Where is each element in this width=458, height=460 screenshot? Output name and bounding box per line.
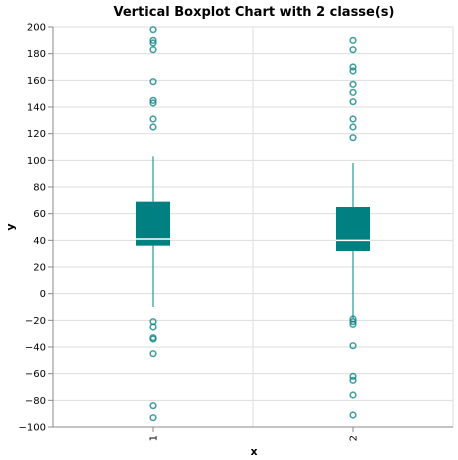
- outlier-point: [149, 96, 157, 104]
- outlier-point: [349, 318, 357, 326]
- outlier-point: [149, 350, 157, 358]
- outlier-point: [349, 88, 357, 96]
- box-group: [336, 36, 370, 419]
- outlier-point: [349, 320, 357, 328]
- outlier-point: [149, 46, 157, 54]
- outlier-point: [349, 134, 357, 142]
- y-tick-label: 160: [27, 76, 46, 87]
- outlier-point: [149, 78, 157, 86]
- y-tick-label: 20: [33, 263, 46, 274]
- outlier-point: [149, 123, 157, 131]
- outlier-point: [149, 115, 157, 123]
- x-tick-label: 2: [349, 435, 360, 441]
- y-tick-label: 120: [27, 129, 46, 140]
- outlier-point: [349, 98, 357, 106]
- outlier-point: [349, 46, 357, 54]
- y-tick-label: −60: [25, 369, 46, 380]
- outlier-point: [349, 36, 357, 44]
- outlier-point: [149, 26, 157, 34]
- outlier-point: [149, 402, 157, 410]
- box-group: [136, 26, 170, 422]
- outlier-point: [149, 323, 157, 331]
- y-tick-label: 100: [27, 156, 46, 167]
- x-tick-label: 1: [149, 435, 160, 441]
- outlier-point: [349, 372, 357, 380]
- y-tick-label: 40: [33, 236, 46, 247]
- y-tick-label: −80: [25, 396, 46, 407]
- grid-layer: [52, 26, 454, 428]
- x-axis-title: x: [250, 445, 257, 458]
- y-tick-label: 140: [27, 103, 46, 114]
- outlier-point: [149, 414, 157, 422]
- y-tick-label: −40: [25, 343, 46, 354]
- y-tick-label: −20: [25, 316, 46, 327]
- outlier-point: [349, 342, 357, 350]
- box: [336, 207, 370, 251]
- outlier-point: [149, 36, 157, 44]
- plot-layer: [136, 26, 370, 422]
- outlier-point: [349, 123, 357, 131]
- outlier-point: [349, 63, 357, 71]
- outlier-point: [149, 99, 157, 107]
- y-tick-label: 80: [33, 183, 46, 194]
- outlier-point: [349, 376, 357, 384]
- y-tick-label: 180: [27, 49, 46, 60]
- outlier-point: [149, 39, 157, 47]
- y-axis-title: y: [4, 223, 17, 230]
- y-tick-label: −100: [19, 423, 46, 434]
- y-tick-label: 0: [40, 289, 46, 300]
- outlier-point: [349, 80, 357, 88]
- y-tick-label: 200: [27, 23, 46, 34]
- chart-title: Vertical Boxplot Chart with 2 classe(s): [114, 5, 395, 20]
- outlier-point: [349, 391, 357, 399]
- outlier-point: [349, 115, 357, 123]
- y-axis: −100 −80 −60 −40 −20 0 20 40 60 80 100 120 140 160 180…: [19, 23, 54, 434]
- outlier-point: [349, 67, 357, 75]
- outlier-point: [349, 411, 357, 419]
- outlier-point: [149, 335, 157, 343]
- y-tick-label: 60: [33, 209, 46, 220]
